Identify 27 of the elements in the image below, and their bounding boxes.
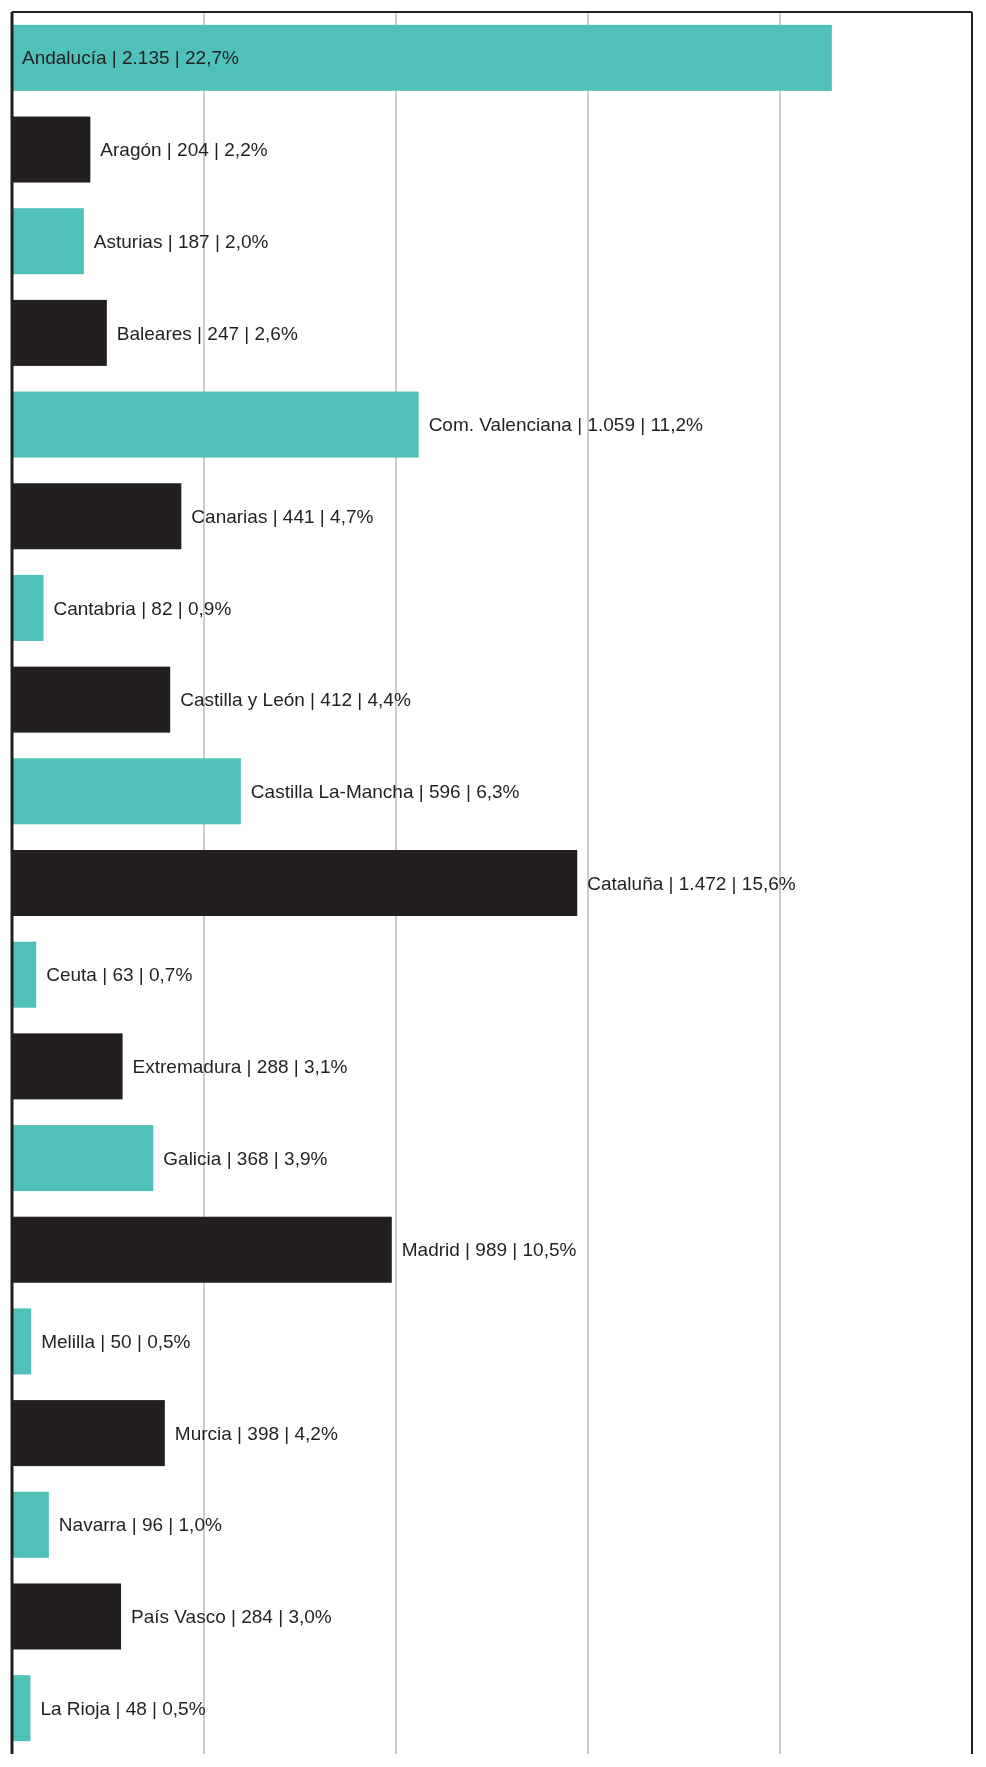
data-label: Castilla y León | 412 | 4,4% [180, 689, 411, 711]
bar [12, 391, 419, 458]
data-label: Cataluña | 1.472 | 15,6% [587, 872, 796, 894]
data-label: Asturias | 187 | 2,0% [93, 230, 269, 252]
bar [12, 1491, 49, 1558]
data-label: Melilla | 50 | 0,5% [41, 1331, 191, 1353]
bar [12, 1125, 154, 1192]
bar [12, 208, 84, 275]
data-label: Madrid | 989 | 10,5% [401, 1239, 577, 1261]
data-label: Aragón | 204 | 2,2% [100, 139, 268, 161]
data-label: Andalucía | 2.135 | 22,7% [22, 47, 240, 69]
data-label: Navarra | 96 | 1,0% [58, 1514, 222, 1536]
data-label: Murcia | 398 | 4,2% [174, 1422, 338, 1444]
bar [12, 574, 44, 641]
data-label: Baleares | 247 | 2,6% [116, 322, 298, 344]
data-label: Extremadura | 288 | 3,1% [132, 1056, 348, 1078]
data-label: Canarias | 441 | 4,7% [191, 505, 374, 527]
bar [12, 941, 37, 1008]
bar [12, 24, 832, 91]
data-label: La Rioja | 48 | 0,5% [40, 1697, 206, 1719]
data-label: Castilla La-Mancha | 596 | 6,3% [250, 780, 520, 802]
bar [12, 758, 241, 825]
data-label: País Vasco | 284 | 3,0% [131, 1606, 332, 1628]
data-label: Galicia | 368 | 3,9% [163, 1147, 328, 1169]
data-label: Ceuta | 63 | 0,7% [46, 964, 193, 986]
data-label: Com. Valenciana | 1.059 | 11,2% [428, 414, 704, 436]
data-label: Cantabria | 82 | 0,9% [53, 597, 232, 619]
